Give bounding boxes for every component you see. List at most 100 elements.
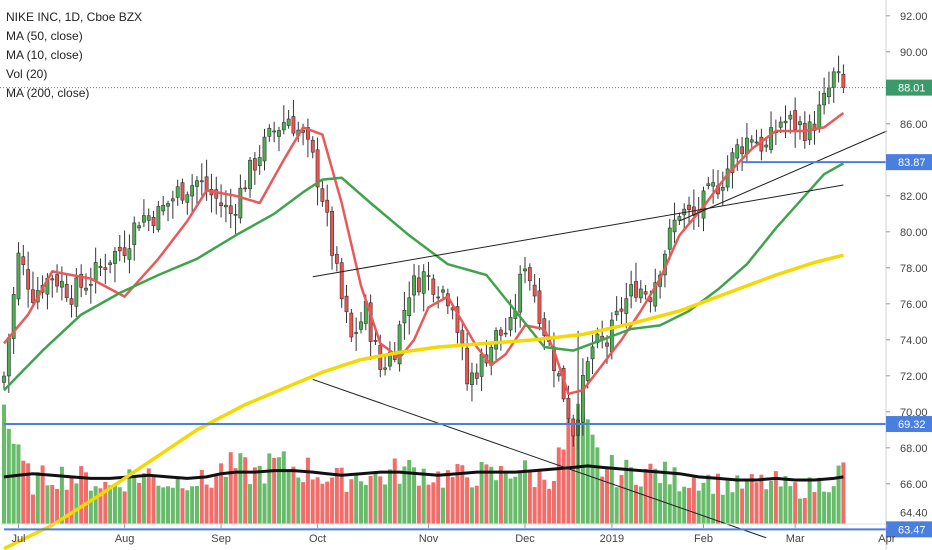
candle-body: [474, 372, 479, 379]
volume-bar: [826, 492, 831, 524]
volume-bar: [691, 477, 696, 524]
volume-bar: [778, 486, 783, 524]
candle-body: [764, 144, 769, 148]
candle-body: [344, 295, 349, 313]
candle-body: [397, 324, 402, 365]
volume-bar: [194, 486, 199, 524]
volume-bar: [759, 474, 764, 524]
volume-layer: [2, 403, 846, 524]
candle-body: [55, 274, 59, 287]
volume-bar: [658, 483, 663, 524]
candle-body: [166, 203, 170, 207]
candle-body: [687, 204, 691, 210]
candle-body: [214, 189, 219, 199]
price-tag-label: 83.87: [898, 157, 926, 169]
volume-bar: [508, 478, 513, 524]
candle-body: [156, 206, 161, 230]
volume-bar: [291, 466, 296, 524]
candle-body: [614, 310, 619, 316]
volume-bar: [103, 481, 108, 524]
volume-bar: [45, 485, 50, 524]
volume-bar: [170, 487, 175, 524]
candle-body: [31, 289, 35, 303]
volume-bar: [185, 490, 190, 524]
volume-bar: [146, 468, 151, 524]
candle-body: [643, 291, 648, 295]
price-tag: [886, 416, 932, 433]
volume-bar: [441, 487, 445, 524]
volume-bar: [21, 460, 26, 524]
volume-bar: [175, 476, 180, 524]
volume-bar: [619, 474, 624, 524]
volume-bar: [40, 465, 45, 524]
candle-body: [59, 281, 64, 288]
candle-body: [532, 284, 537, 297]
candle-body: [117, 246, 122, 252]
volume-bar: [749, 474, 754, 524]
x-tick-label: 2019: [600, 533, 624, 545]
candle-body: [349, 312, 354, 338]
volume-bar: [74, 483, 79, 524]
volume-bar: [214, 475, 219, 524]
volume-bar: [629, 467, 634, 524]
volume-bar: [445, 470, 450, 524]
volume-bar: [354, 474, 359, 524]
volume-bar: [26, 463, 31, 524]
candle-body: [11, 294, 16, 339]
volume-bar: [296, 477, 301, 524]
candle-body: [224, 204, 228, 208]
volume-bar: [817, 477, 822, 524]
volume-bar: [783, 476, 788, 524]
volume-bar: [199, 469, 204, 524]
x-tick-label: Dec: [515, 533, 535, 545]
trend-line: [679, 130, 888, 222]
candle-body: [730, 152, 735, 173]
candle-body: [175, 186, 180, 198]
volume-bar: [122, 491, 127, 524]
volume-bar: [542, 479, 547, 524]
volume-bar: [431, 482, 436, 524]
candle-body: [624, 298, 629, 314]
volume-bar: [383, 484, 388, 524]
volume-bar: [822, 491, 827, 524]
volume-bar: [624, 459, 629, 524]
volume-bar: [793, 482, 798, 524]
volume-bar: [469, 487, 474, 524]
candle-body: [151, 217, 156, 226]
volume-bar: [334, 468, 339, 524]
volume-bar: [286, 471, 291, 524]
volume-bar: [479, 461, 484, 524]
volume-bar: [687, 487, 692, 524]
candle-body: [653, 282, 658, 307]
volume-bar: [465, 477, 470, 524]
candle-body: [26, 269, 31, 290]
candle-body: [199, 180, 204, 183]
candle-body: [416, 277, 421, 293]
candle-body: [306, 127, 310, 140]
volume-bar: [127, 469, 132, 524]
volume-bar: [523, 460, 528, 524]
volume-bar: [696, 490, 701, 524]
volume-bar: [141, 473, 146, 524]
candle-body: [841, 74, 846, 88]
volume-bar: [648, 463, 653, 524]
candle-body: [354, 332, 359, 334]
volume-bar: [412, 467, 417, 524]
volume-bar: [320, 483, 325, 524]
candle-body: [441, 289, 445, 293]
candle-body: [720, 187, 725, 191]
candle-body: [79, 273, 84, 288]
volume-bar: [59, 466, 64, 524]
legend-title: NIKE INC, 1D, Cboe BZX: [6, 10, 143, 24]
candle-body: [817, 104, 822, 129]
candle-body: [339, 262, 344, 300]
volume-bar: [643, 468, 648, 524]
volume-bar: [662, 461, 667, 524]
volume-bar: [228, 452, 233, 524]
candle-body: [585, 361, 590, 381]
volume-bar: [797, 498, 802, 524]
volume-bar: [769, 480, 774, 524]
candle-body: [470, 372, 474, 385]
candle-body: [827, 87, 831, 97]
